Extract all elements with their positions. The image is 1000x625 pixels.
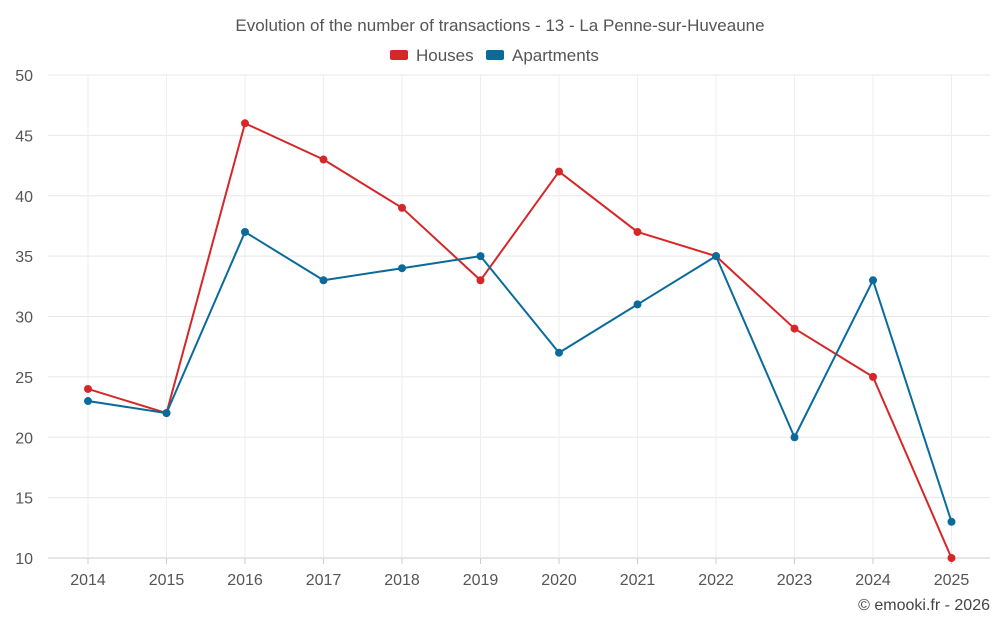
data-point-houses (84, 384, 92, 393)
data-point-apartments (84, 397, 92, 406)
y-tick-label: 25 (15, 370, 33, 387)
x-tick-label: 2023 (777, 572, 813, 589)
y-tick-label: 35 (15, 249, 33, 266)
chart-title: Evolution of the number of transactions … (235, 16, 764, 35)
y-tick-label: 15 (15, 491, 33, 508)
x-tick-label: 2016 (227, 572, 263, 589)
x-tick-label: 2017 (306, 572, 342, 589)
legend-swatch-houses (390, 50, 408, 60)
legend-swatch-apartments (486, 50, 504, 60)
data-point-apartments (555, 348, 563, 357)
data-point-apartments (162, 409, 171, 418)
data-point-apartments (790, 433, 799, 442)
data-point-houses (476, 276, 485, 285)
x-tick-label: 2020 (541, 572, 577, 589)
data-point-houses (947, 554, 956, 562)
y-tick-label: 10 (15, 551, 33, 568)
y-tick-label: 45 (15, 128, 33, 145)
series-line-houses (87, 122, 953, 559)
y-tick-label: 30 (15, 310, 33, 327)
x-tick-label: 2014 (70, 572, 106, 589)
data-point-apartments (476, 252, 485, 261)
data-point-houses (241, 119, 249, 128)
y-axis: 10 15 20 25 30 35 40 45 50 (15, 68, 33, 568)
x-tick-label: 2025 (934, 572, 970, 589)
y-tick-label: 20 (15, 430, 33, 447)
credit-text: © emooki.fr - 2026 (858, 597, 990, 614)
x-axis: 2014 2015 2016 2017 2018 2019 2020 2021 2022 2023… (70, 558, 969, 589)
x-tick-label: 2024 (855, 572, 891, 589)
data-point-apartments (712, 252, 720, 261)
data-point-houses (790, 324, 799, 333)
x-tick-label: 2021 (620, 572, 656, 589)
x-tick-label: 2015 (149, 572, 185, 589)
legend: Houses Apartments (390, 46, 599, 65)
grid (48, 74, 990, 559)
data-point-apartments (241, 227, 249, 236)
series-layer (84, 119, 956, 562)
data-point-apartments (869, 276, 877, 285)
data-point-houses (555, 167, 563, 176)
data-point-houses (319, 155, 328, 164)
y-tick-label: 40 (15, 189, 33, 206)
series-line-apartments (87, 230, 953, 523)
legend-label-apartments: Apartments (512, 46, 599, 65)
x-tick-label: 2022 (698, 572, 734, 589)
data-point-apartments (633, 300, 642, 309)
x-tick-label: 2019 (463, 572, 499, 589)
legend-label-houses: Houses (416, 46, 474, 65)
data-point-houses (869, 372, 877, 381)
data-point-apartments (319, 276, 328, 285)
data-point-apartments (947, 517, 956, 526)
y-tick-label: 50 (15, 68, 33, 85)
data-point-houses (398, 203, 406, 212)
x-tick-label: 2018 (384, 572, 420, 589)
data-point-apartments (398, 264, 406, 273)
data-point-houses (633, 227, 642, 236)
